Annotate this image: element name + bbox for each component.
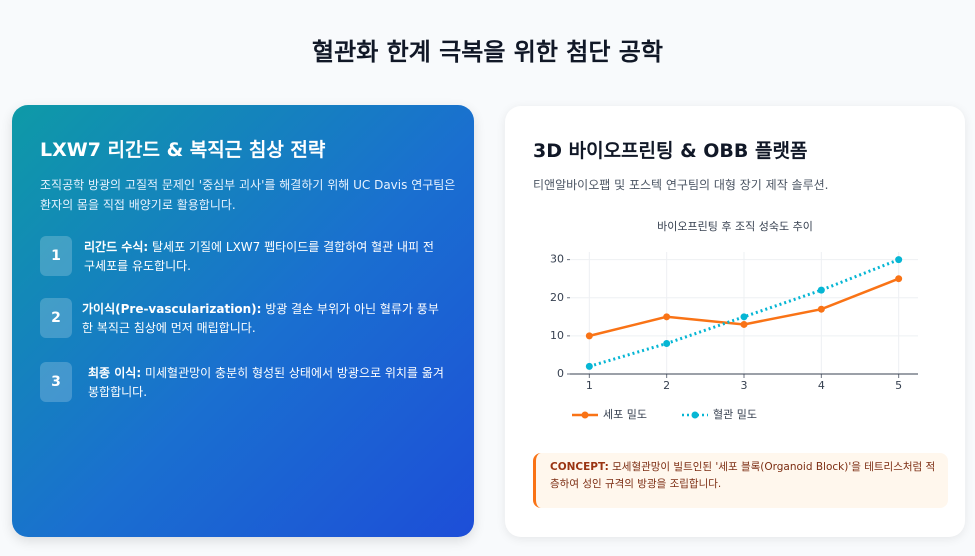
x-tick-label: 5 xyxy=(895,379,902,392)
series-line xyxy=(588,258,900,368)
card-title: LXW7 리간드 & 복직근 침상 전략 xyxy=(40,139,326,161)
data-point xyxy=(895,275,903,283)
page-title: 혈관화 한계 극복을 위한 첨단 공학 xyxy=(312,38,663,66)
legend-label: 혈관 밀도 xyxy=(713,407,757,421)
data-point xyxy=(663,313,671,321)
chart-title: 바이오프린팅 후 조직 성숙도 추이 xyxy=(657,220,813,233)
step-number: 2 xyxy=(40,298,72,338)
card-subtitle: 티앤알바이오팹 및 포스텍 연구팀의 대형 장기 제작 솔루션. xyxy=(533,178,829,192)
step-text: 리간드 수식: 탈세포 기질에 LXW7 펩타이드를 결합하여 혈관 내피 전구… xyxy=(84,238,444,276)
data-point xyxy=(663,340,671,347)
data-point xyxy=(740,313,748,321)
step: 3 최종 이식: 미세혈관망이 충분히 형성된 상태에서 방광으로 위치를 옮겨… xyxy=(40,362,450,404)
step-label: 가이식(Pre-vascularization): xyxy=(82,302,262,316)
step-desc: 미세혈관망이 충분히 형성된 상태에서 방광으로 위치를 옮겨 봉합합니다. xyxy=(88,366,444,399)
x-tick-label: 4 xyxy=(818,379,825,392)
card-title: 3D 바이오프린팅 & OBB 플랫폼 xyxy=(533,140,808,162)
legend-label: 세포 밀도 xyxy=(603,408,647,421)
legend-marker xyxy=(691,411,699,419)
step-desc: 방광 결손 부위가 아닌 혈류가 풍부한 복직근 침상에 먼저 매립합니다. xyxy=(82,302,439,335)
step: 1 리간드 수식: 탈세포 기질에 LXW7 펩타이드를 결합하여 혈관 내피 … xyxy=(40,236,450,278)
step: 2 가이식(Pre-vascularization): 방광 결손 부위가 아닌… xyxy=(40,298,450,340)
data-point xyxy=(585,332,593,340)
step-number: 1 xyxy=(40,236,72,276)
concept-label: CONCEPT: xyxy=(550,461,609,473)
y-tick-label: 0 xyxy=(557,367,564,380)
step-number: 3 xyxy=(40,362,72,402)
data-point xyxy=(817,305,825,313)
chart: 바이오프린팅 후 조직 성숙도 추이 0 10 20 30 1 2 3 4 5 세포 밀도 혈관 밀… xyxy=(550,220,918,421)
y-tick-label: 10 xyxy=(550,329,564,342)
step-label: 최종 이식: xyxy=(88,366,142,380)
card-intro: 조직공학 방광의 고질적 문제인 '중심부 괴사'를 해결하기 위해 UC Da… xyxy=(40,178,456,212)
x-tick-label: 2 xyxy=(663,379,670,392)
data-point xyxy=(585,362,593,370)
data-point xyxy=(740,320,748,328)
concept-box: CONCEPT: 모세혈관망이 빌트인된 '세포 블록(Organoid Blo… xyxy=(533,453,948,508)
strategy-card: LXW7 리간드 & 복직근 침상 전략 조직공학 방광의 고질적 문제인 '중… xyxy=(12,105,474,537)
x-tick-label: 3 xyxy=(741,379,748,392)
data-point xyxy=(817,286,825,294)
y-tick-label: 20 xyxy=(550,291,564,304)
platform-card: 3D 바이오프린팅 & OBB 플랫폼 티앤알바이오팹 및 포스텍 연구팀의 대… xyxy=(505,106,965,537)
step-label: 리간드 수식: xyxy=(84,240,149,254)
step-text: 가이식(Pre-vascularization): 방광 결손 부위가 아닌 혈… xyxy=(82,300,442,338)
concept-text: 모세혈관망이 빌트인된 '세포 블록(Organoid Block)'을 테트리… xyxy=(550,461,936,490)
step-desc: 탈세포 기질에 LXW7 펩타이드를 결합하여 혈관 내피 전구세포를 유도합니… xyxy=(84,240,434,273)
legend-marker xyxy=(581,411,589,419)
data-point xyxy=(895,256,903,264)
x-tick-label: 1 xyxy=(586,379,593,392)
step-text: 최종 이식: 미세혈관망이 충분히 형성된 상태에서 방광으로 위치를 옮겨 봉… xyxy=(88,364,448,402)
y-tick-label: 30 xyxy=(550,253,564,266)
